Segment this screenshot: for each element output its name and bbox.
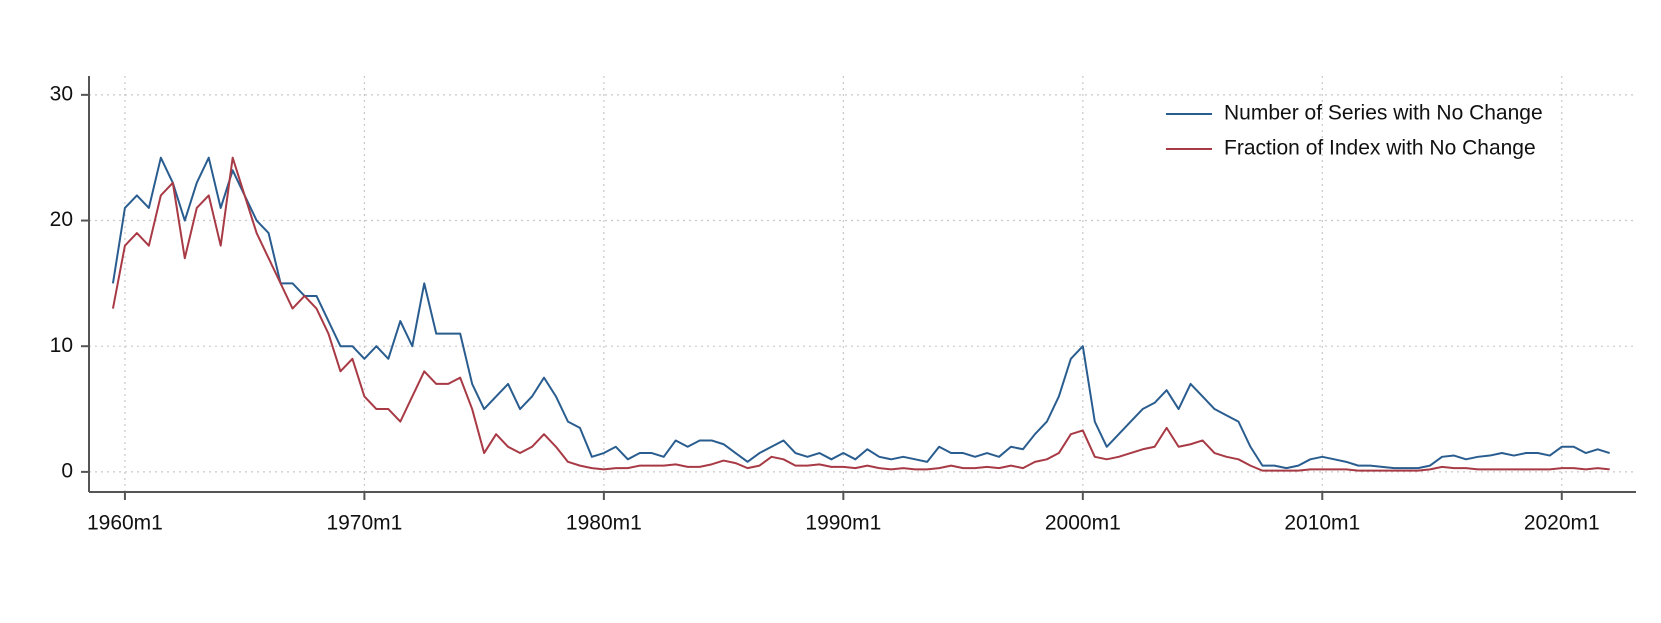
x-tick-label: 1970m1: [326, 512, 402, 535]
x-tick-label: 1960m1: [87, 512, 163, 535]
y-tick-label: 10: [50, 334, 73, 357]
x-tick-label: 2010m1: [1284, 512, 1360, 535]
y-tick-label: 0: [61, 459, 73, 482]
x-tick-label: 2020m1: [1524, 512, 1600, 535]
series-line: [111, 156, 1610, 470]
y-tick-label: 20: [50, 208, 73, 231]
legend-label: Fraction of Index with No Change: [1224, 137, 1536, 160]
legend-label: Number of Series with No Change: [1224, 102, 1543, 125]
series-line: [111, 156, 1610, 472]
x-tick-label: 1980m1: [566, 512, 642, 535]
x-tick-label: 2000m1: [1045, 512, 1121, 535]
x-tick-label: 1990m1: [805, 512, 881, 535]
y-tick-label: 30: [50, 82, 73, 105]
